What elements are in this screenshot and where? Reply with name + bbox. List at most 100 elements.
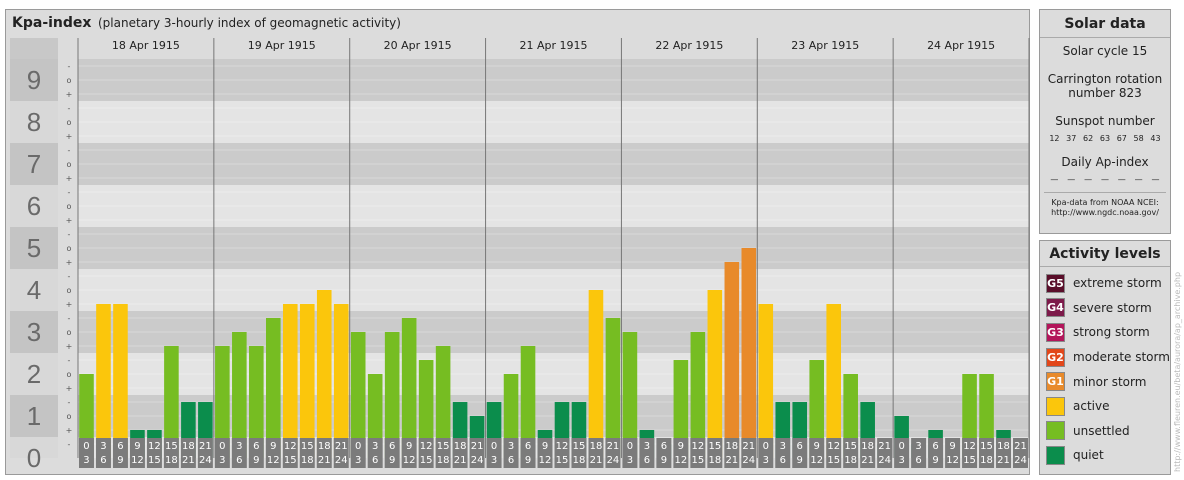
interval-end-label: 9	[253, 455, 259, 466]
interval-start-label: 0	[219, 441, 225, 452]
interval-cell	[248, 438, 264, 468]
chart-title: Kpa-index	[12, 15, 92, 31]
kp-bar	[299, 303, 315, 458]
interval-end-label: 12	[946, 455, 959, 466]
ap-value: —	[1084, 175, 1093, 184]
y-tick-label: 2	[27, 359, 41, 389]
interval-cell	[316, 438, 332, 468]
interval-cell	[452, 438, 468, 468]
y-subtick-label: +	[66, 300, 73, 309]
interval-end-label: 9	[389, 455, 395, 466]
interval-start-label: 0	[763, 441, 769, 452]
day-label: 23 Apr 1915	[791, 39, 859, 52]
interval-end-label: 24	[471, 455, 484, 466]
interval-end-label: 24	[878, 455, 891, 466]
interval-cell	[707, 438, 723, 468]
interval-cell	[928, 438, 944, 468]
legend-swatch	[1046, 396, 1065, 416]
y-subtick-label: -	[68, 356, 71, 365]
interval-cell	[503, 438, 519, 468]
kp-bar	[758, 303, 774, 458]
interval-cell	[792, 438, 808, 468]
legend-label: moderate storm	[1073, 350, 1170, 365]
legend-swatch: G5	[1046, 273, 1065, 293]
legend-item: G4 severe storm	[1040, 296, 1170, 321]
interval-start-label: 9	[949, 441, 955, 452]
interval-cell	[214, 438, 230, 468]
day-label: 19 Apr 1915	[248, 39, 316, 52]
kp-bar	[282, 303, 298, 458]
interval-start-label: 3	[780, 441, 786, 452]
y-subtick-label: -	[68, 272, 71, 281]
ap-value: —	[1100, 175, 1109, 184]
y-subtick-label: -	[68, 398, 71, 407]
interval-end-label: 15	[691, 455, 704, 466]
interval-end-label: 24	[199, 455, 212, 466]
interval-cell	[79, 438, 94, 468]
interval-start-label: 18	[861, 441, 874, 452]
interval-start-label: 21	[607, 441, 620, 452]
interval-start-label: 3	[236, 441, 242, 452]
interval-end-label: 12	[267, 455, 280, 466]
interval-start-label: 15	[573, 441, 586, 452]
day-label: 18 Apr 1915	[112, 39, 180, 52]
sunspot-value: 58	[1133, 134, 1144, 143]
interval-start-label: 21	[335, 441, 348, 452]
interval-start-label: 3	[508, 441, 514, 452]
interval-start-label: 15	[165, 441, 178, 452]
source-line-1: Kpa-data from NOAA NCEI:	[1051, 198, 1159, 207]
interval-end-label: 18	[301, 455, 314, 466]
kp-bar	[249, 345, 264, 458]
kp-bar	[316, 290, 332, 458]
interval-start-label: 0	[491, 441, 497, 452]
y-subtick-label: o	[67, 118, 72, 127]
interval-start-label: 9	[678, 441, 684, 452]
interval-cell	[350, 438, 366, 468]
interval-end-label: 15	[963, 455, 976, 466]
interval-end-label: 21	[861, 455, 874, 466]
sunspot-value: 37	[1066, 134, 1077, 143]
interval-cell	[571, 438, 587, 468]
legend-item: G5 extreme storm	[1040, 271, 1170, 296]
interval-start-label: 3	[100, 441, 106, 452]
interval-cell	[911, 438, 927, 468]
legend-label: active	[1073, 399, 1110, 414]
ap-value: —	[1050, 175, 1059, 184]
interval-start-label: 12	[420, 441, 433, 452]
legend-item: G2 moderate storm	[1040, 345, 1170, 370]
y-axis-band	[10, 59, 58, 101]
activity-levels-title: Activity levels	[1049, 246, 1161, 262]
interval-end-label: 3	[627, 455, 633, 466]
interval-start-label: 12	[556, 441, 569, 452]
sunspot-value: 43	[1150, 134, 1161, 143]
source-url[interactable]: http://www.ngdc.noaa.gov/	[1051, 208, 1159, 217]
interval-start-label: 9	[542, 441, 548, 452]
interval-cell	[673, 438, 689, 468]
interval-start-label: 3	[372, 441, 378, 452]
interval-cell	[486, 438, 502, 468]
legend-item: G1 minor storm	[1040, 369, 1170, 394]
interval-start-label: 18	[997, 441, 1010, 452]
interval-end-label: 6	[644, 455, 650, 466]
y-subtick-label: -	[68, 104, 71, 113]
kp-bar	[690, 332, 706, 458]
interval-end-label: 3	[763, 455, 769, 466]
interval-end-label: 18	[844, 455, 857, 466]
interval-end-label: 18	[708, 455, 721, 466]
interval-start-label: 21	[199, 441, 212, 452]
interval-end-label: 12	[674, 455, 687, 466]
interval-start-label: 15	[301, 441, 314, 452]
y-subtick-label: +	[66, 384, 73, 393]
ap-title: Daily Ap-index	[1061, 155, 1149, 169]
interval-cell	[826, 438, 842, 468]
legend-item: G3 strong storm	[1040, 320, 1170, 345]
interval-start-label: 15	[437, 441, 450, 452]
interval-cell	[163, 438, 179, 468]
legend-swatch: G1	[1046, 372, 1065, 392]
interval-start-label: 15	[708, 441, 721, 452]
kp-bar	[588, 290, 604, 458]
y-axis-band	[10, 437, 58, 458]
y-axis-band	[10, 185, 58, 227]
interval-end-label: 9	[117, 455, 123, 466]
y-axis-band	[10, 101, 58, 143]
